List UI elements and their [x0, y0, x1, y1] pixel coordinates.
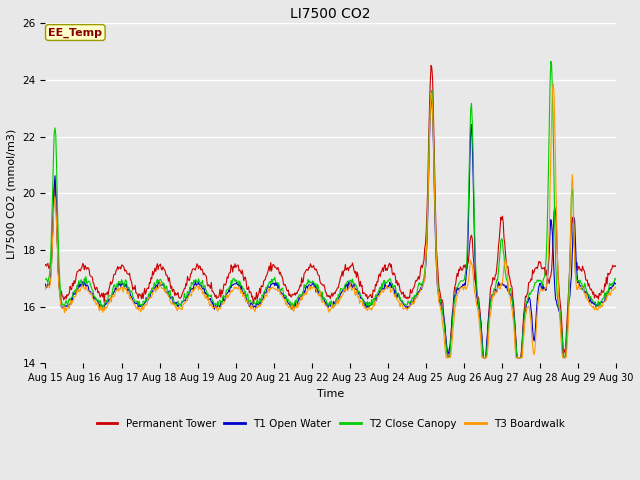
T2 Close Canopy: [612, 276, 620, 282]
T1 Open Water: [400, 302, 408, 308]
T1 Open Water: [479, 355, 487, 360]
T2 Close Canopy: [400, 301, 408, 307]
T2 Close Canopy: [111, 282, 118, 288]
T3 Boardwalk: [111, 293, 118, 299]
Permanent Tower: [111, 271, 118, 277]
T2 Close Canopy: [417, 280, 424, 286]
T1 Open Water: [111, 289, 118, 295]
T1 Open Water: [417, 285, 424, 290]
T3 Boardwalk: [442, 355, 450, 360]
Y-axis label: LI7500 CO2 (mmol/m3): LI7500 CO2 (mmol/m3): [7, 128, 17, 259]
T1 Open Water: [198, 286, 206, 292]
Permanent Tower: [427, 62, 435, 68]
Permanent Tower: [481, 355, 488, 360]
T3 Boardwalk: [198, 291, 206, 297]
T3 Boardwalk: [400, 305, 408, 311]
Permanent Tower: [52, 195, 60, 201]
Text: EE_Temp: EE_Temp: [49, 27, 102, 37]
T2 Close Canopy: [168, 296, 176, 302]
T2 Close Canopy: [42, 276, 49, 282]
T2 Close Canopy: [52, 132, 60, 138]
T2 Close Canopy: [547, 59, 555, 64]
T1 Open Water: [427, 94, 435, 100]
Title: LI7500 CO2: LI7500 CO2: [291, 7, 371, 21]
X-axis label: Time: Time: [317, 389, 344, 398]
Line: T1 Open Water: T1 Open Water: [45, 97, 616, 358]
Permanent Tower: [400, 295, 408, 300]
T2 Close Canopy: [198, 277, 206, 283]
T2 Close Canopy: [479, 355, 487, 360]
T3 Boardwalk: [417, 288, 424, 293]
Legend: Permanent Tower, T1 Open Water, T2 Close Canopy, T3 Boardwalk: Permanent Tower, T1 Open Water, T2 Close…: [92, 415, 569, 433]
Permanent Tower: [417, 264, 424, 270]
T3 Boardwalk: [42, 287, 49, 292]
Line: Permanent Tower: Permanent Tower: [45, 65, 616, 358]
Line: T2 Close Canopy: T2 Close Canopy: [45, 61, 616, 358]
Permanent Tower: [198, 267, 206, 273]
T1 Open Water: [612, 280, 620, 286]
T3 Boardwalk: [612, 285, 620, 291]
T3 Boardwalk: [549, 81, 557, 86]
T1 Open Water: [168, 294, 176, 300]
Permanent Tower: [42, 262, 49, 267]
Permanent Tower: [168, 289, 176, 295]
Permanent Tower: [612, 263, 620, 269]
T1 Open Water: [52, 187, 60, 193]
T3 Boardwalk: [52, 202, 60, 207]
Line: T3 Boardwalk: T3 Boardwalk: [45, 84, 616, 358]
T3 Boardwalk: [168, 300, 176, 306]
T1 Open Water: [42, 281, 49, 287]
